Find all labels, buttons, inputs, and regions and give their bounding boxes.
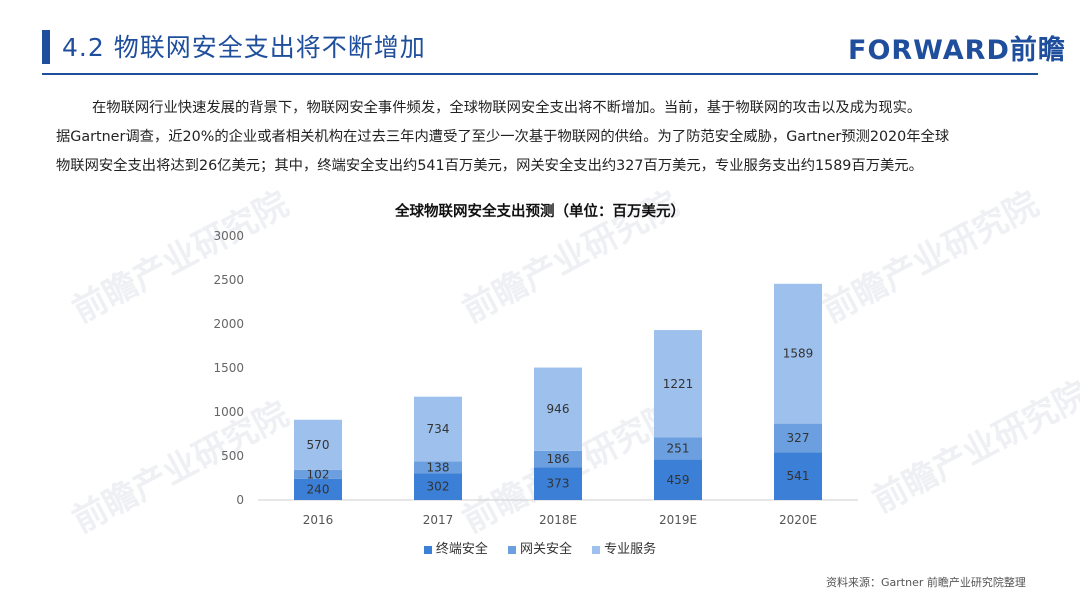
bar-segment: [414, 396, 462, 462]
paragraph-line: 在物联网行业快速发展的背景下，物联网安全事件频发，全球物联网安全支出将不断增加。…: [92, 100, 922, 116]
legend-item-services: 专业服务: [592, 538, 656, 557]
bar-segment: [654, 459, 702, 500]
bar-segment: [294, 478, 342, 500]
bar-segment: [774, 423, 822, 453]
data-label: 327: [787, 431, 810, 445]
legend-swatch: [423, 545, 432, 554]
data-label: 946: [547, 402, 570, 416]
data-label: 459: [667, 473, 690, 487]
chart-title: 全球物联网安全支出预测（单位：百万美元）: [395, 204, 685, 220]
y-tick-label: 2000: [213, 317, 244, 331]
x-tick-label: 2016: [303, 513, 334, 527]
y-tick-label: 1000: [213, 405, 244, 419]
bar-segment: [774, 283, 822, 424]
x-tick-label: 2018E: [539, 513, 577, 527]
paragraph-line: 据Gartner调查，近20%的企业或者相关机构在过去三年内遭受了至少一次基于物…: [56, 129, 950, 145]
bar-segment: [534, 467, 582, 500]
legend-item-gateway: 网关安全: [507, 538, 572, 557]
bar-segment: [534, 367, 582, 451]
x-tick-label: 2019E: [659, 513, 697, 527]
data-label: 541: [787, 469, 810, 483]
page-title: 4.2 物联网安全支出将不断增加: [62, 33, 426, 62]
bar-segment: [294, 419, 342, 470]
y-tick-label: 2500: [213, 273, 244, 287]
data-label: 240: [307, 482, 330, 496]
legend-label: 网关安全: [519, 542, 572, 557]
bar-segment: [774, 452, 822, 500]
x-tick-label: 2020E: [779, 513, 817, 527]
bar-segment: [414, 461, 462, 474]
bar-segment: [654, 330, 702, 438]
paragraph-line: 物联网安全支出将达到26亿美元；其中，终端安全支出约541百万美元，网关安全支出…: [56, 158, 923, 174]
source-note: 资料来源：Gartner 前瞻产业研究院整理: [826, 576, 1026, 589]
data-label: 1589: [783, 347, 814, 361]
y-tick-label: 0: [236, 493, 244, 507]
bar-segment: [534, 450, 582, 468]
legend-swatch: [592, 545, 601, 554]
data-label: 734: [427, 422, 450, 436]
data-label: 186: [547, 452, 570, 466]
title-accent-bar: [42, 30, 50, 64]
x-tick-label: 2017: [423, 513, 454, 527]
y-tick-label: 3000: [213, 229, 244, 243]
legend-label: 终端安全: [435, 542, 488, 557]
y-tick-label: 1500: [213, 361, 244, 375]
legend-swatch: [507, 545, 516, 554]
data-label: 251: [667, 442, 690, 456]
data-label: 570: [307, 438, 330, 452]
data-label: 102: [307, 467, 330, 481]
chart-legend: 终端安全 网关安全 专业服务: [0, 538, 1080, 557]
data-label: 373: [547, 477, 570, 491]
bar-segment: [414, 473, 462, 500]
bar-segment: [654, 437, 702, 460]
data-label: 138: [427, 460, 450, 474]
header-divider: [42, 73, 1038, 75]
y-tick-label: 500: [221, 449, 244, 463]
legend-item-endpoint: 终端安全: [423, 538, 488, 557]
data-label: 302: [427, 480, 450, 494]
legend-label: 专业服务: [604, 542, 657, 557]
brand-logo: FORWARD前瞻: [848, 35, 1066, 66]
bar-segment: [294, 469, 342, 479]
intro-paragraph: 在物联网行业快速发展的背景下，物联网安全事件频发，全球物联网安全支出将不断增加。…: [56, 94, 1043, 181]
data-label: 1221: [663, 377, 694, 391]
